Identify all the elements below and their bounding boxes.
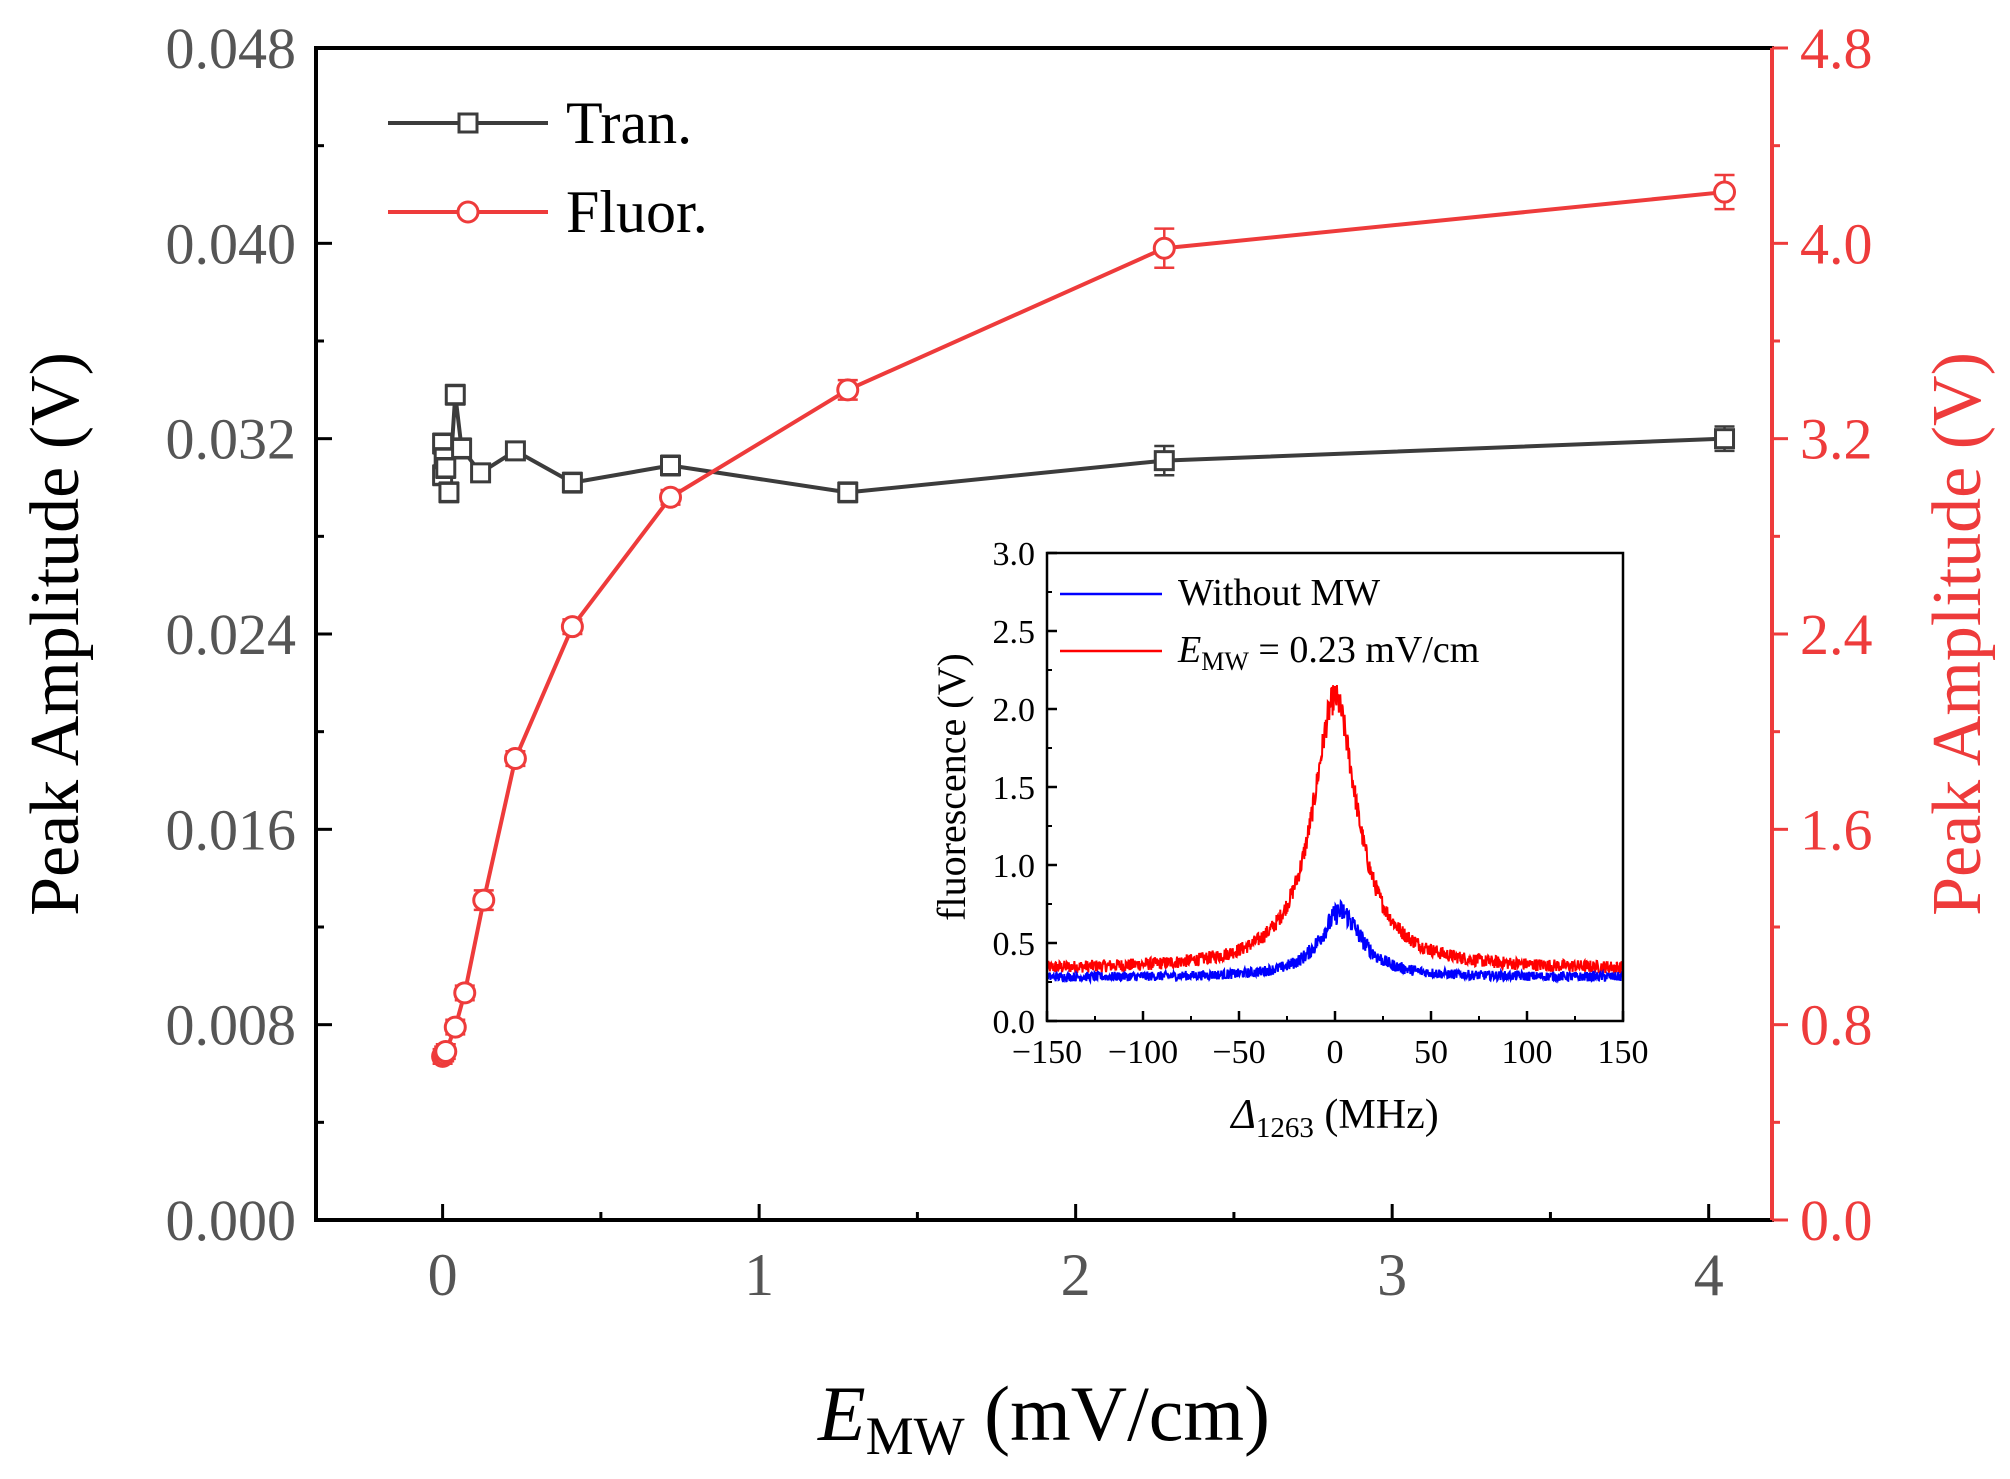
legend-tran-marker — [457, 112, 479, 134]
fluor-data-point — [453, 981, 477, 1005]
y-right-tick-label: 4.8 — [1800, 16, 1873, 81]
legend-fluor-label: Fluor. — [566, 179, 708, 245]
inset-x-tick-label: −150 — [1012, 1034, 1082, 1071]
inset-legend-emw-rest: = 0.23 mV/cm — [1249, 629, 1479, 671]
inset-legend: Without MW EMW = 0.23 mV/cm — [1060, 572, 1479, 676]
x-tick-label: 4 — [1694, 1242, 1724, 1308]
fluor-data-point — [1152, 236, 1176, 260]
tran-data-point — [451, 437, 473, 459]
inset-without-mw-trace — [1046, 898, 1624, 986]
tran-data-point — [660, 455, 682, 477]
inset-x-axis-title: Δ1263 (MHz) — [1229, 1092, 1438, 1144]
inset-axis-ticks: −150 −100 −50 0 50 100 150 0.0 0.5 1.0 1.5 2.0 2.5 3.… — [993, 536, 1649, 1071]
fluor-data-point — [836, 378, 860, 402]
tran-data-point — [1153, 450, 1175, 472]
inset-y-tick-label: 2.5 — [993, 614, 1036, 651]
main-axis-ticks: 0 1 2 3 4 0.000 0.008 0.016 0.024 0.032 0.040 0.048… — [166, 16, 1873, 1308]
tran-data-point — [470, 462, 492, 484]
y-right-tick-label: 1.6 — [1800, 797, 1873, 862]
inset-y-tick-label: 1.0 — [993, 848, 1036, 885]
inset-y-tick-label: 2.0 — [993, 692, 1036, 729]
x-axis-title: EMW (mV/cm) — [817, 1370, 1270, 1466]
fluor-data-point — [659, 485, 683, 509]
x-tick-label: 0 — [428, 1242, 458, 1308]
fluor-data-point — [472, 888, 496, 912]
inset-y-tick-label: 0.0 — [993, 1004, 1036, 1041]
legend-fluor-marker — [456, 200, 480, 224]
inset-legend-without-label: Without MW — [1178, 572, 1380, 614]
tran-data-point — [438, 481, 460, 503]
y-left-tick-label: 0.000 — [166, 1188, 297, 1253]
tran-data-point — [504, 440, 526, 462]
fluor-data-point — [443, 1015, 467, 1039]
fluor-data-point — [434, 1040, 458, 1064]
x-tick-label: 3 — [1377, 1242, 1407, 1308]
inset-x-tick-label: −50 — [1212, 1034, 1265, 1071]
fluor-data-point — [560, 615, 584, 639]
y-right-tick-label: 0.0 — [1800, 1188, 1873, 1253]
inset-x-tick-label: 150 — [1598, 1034, 1649, 1071]
inset-legend-emw-symbol: E — [1177, 629, 1201, 671]
y-right-tick-label: 0.8 — [1800, 993, 1873, 1058]
x-axis-title-symbol: E — [817, 1370, 866, 1457]
tran-data-point — [435, 457, 457, 479]
y-left-tick-label: 0.016 — [166, 797, 297, 862]
fluor-data-point — [1713, 180, 1737, 204]
inset-x-tick-label: 50 — [1414, 1034, 1448, 1071]
inset-y-tick-label: 0.5 — [993, 926, 1036, 963]
inset-legend-emw-subscript: MW — [1201, 647, 1249, 676]
x-axis-title-subscript: MW — [866, 1406, 965, 1466]
inset-emw-trace — [1046, 684, 1624, 975]
fluor-data-point — [503, 747, 527, 771]
inset-x-tick-label: −100 — [1108, 1034, 1178, 1071]
y-left-tick-label: 0.008 — [166, 993, 297, 1058]
legend-tran-label: Tran. — [566, 90, 692, 156]
tran-data-point — [444, 384, 466, 406]
inset-legend-emw-label: EMW = 0.23 mV/cm — [1177, 629, 1479, 676]
inset-x-tick-label: 100 — [1502, 1034, 1553, 1071]
tran-data-point — [1714, 428, 1736, 450]
tran-data-point — [561, 472, 583, 494]
inset-y-tick-label: 1.5 — [993, 770, 1036, 807]
y-left-tick-label: 0.040 — [166, 211, 297, 276]
inset-background — [1047, 553, 1623, 1021]
inset-y-axis-title: fluorescence (V) — [929, 653, 974, 921]
y-right-tick-label: 4.0 — [1800, 211, 1873, 276]
x-tick-label: 1 — [744, 1242, 774, 1308]
y-left-tick-label: 0.032 — [166, 407, 297, 472]
inset-x-axis-title-symbol: Δ — [1229, 1092, 1256, 1138]
inset-x-tick-label: 0 — [1327, 1034, 1344, 1071]
y-right-tick-label: 2.4 — [1800, 602, 1873, 667]
y-left-tick-label: 0.024 — [166, 602, 297, 667]
y-right-tick-label: 3.2 — [1800, 407, 1873, 472]
main-plot-series — [431, 173, 1737, 1068]
inset-y-tick-label: 3.0 — [993, 536, 1036, 573]
inset-x-axis-title-subscript: 1263 — [1256, 1112, 1314, 1144]
main-legend: Tran. Fluor. — [388, 90, 708, 245]
inset-x-axis-title-unit: (MHz) — [1314, 1092, 1439, 1138]
tran-data-point — [837, 481, 859, 503]
inset-series — [1046, 684, 1624, 986]
y-axis-right-title: Peak Amplitude (V) — [1919, 352, 1996, 916]
y-axis-left-title: Peak Amplitude (V) — [17, 352, 94, 916]
x-axis-title-unit: (mV/cm) — [965, 1370, 1270, 1457]
y-left-tick-label: 0.048 — [166, 16, 297, 81]
x-tick-label: 2 — [1061, 1242, 1091, 1308]
